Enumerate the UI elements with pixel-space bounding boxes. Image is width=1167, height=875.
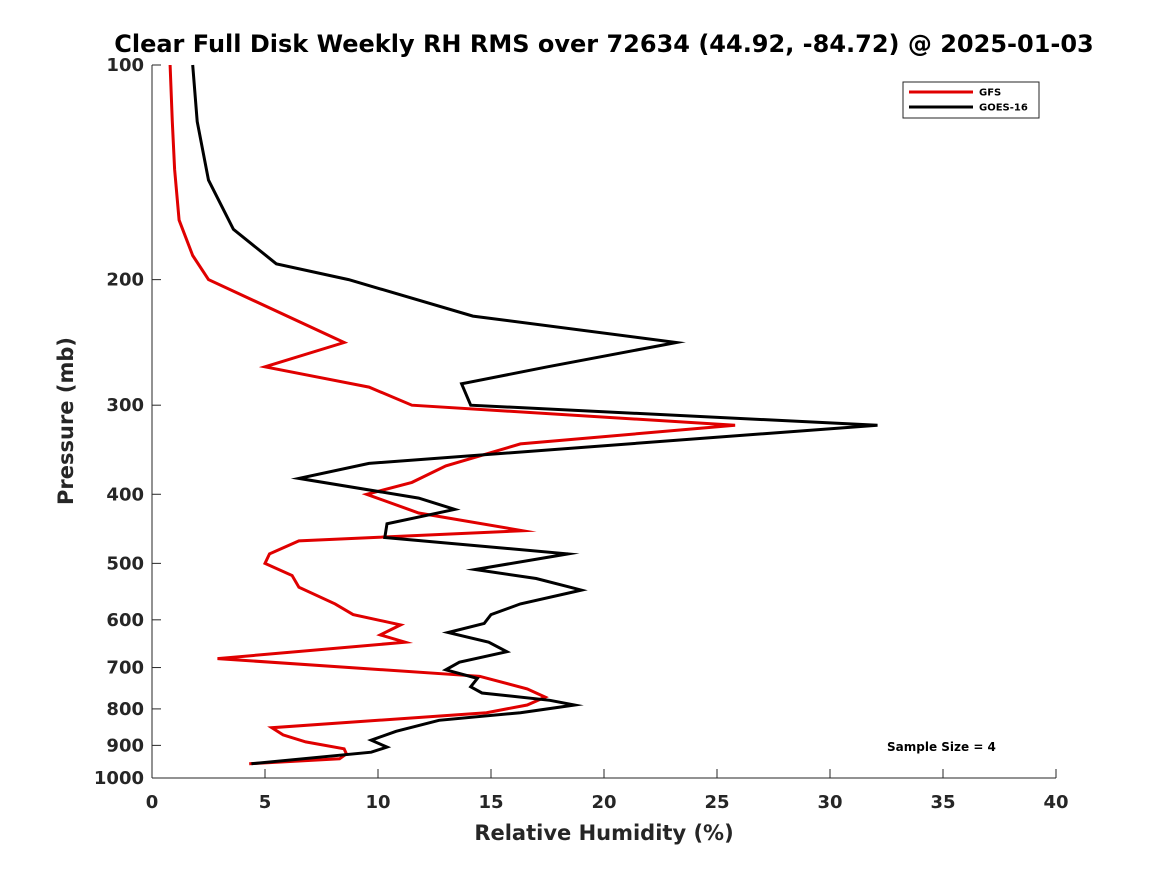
y-axis: 100 200 300 400 500 600 700 800 900 1000 [94,55,161,789]
y-tick-label: 700 [106,658,144,679]
x-tick-label: 20 [591,792,616,813]
y-tick-label: 400 [106,484,144,505]
x-tick-label: 25 [704,792,729,813]
x-tick-label: 5 [259,792,272,813]
y-tick-label: 500 [106,553,144,574]
x-tick-label: 10 [365,792,390,813]
x-tick-label: 35 [930,792,955,813]
y-tick-label: 800 [106,699,144,720]
series-layer [168,64,878,766]
x-tick-label: 30 [817,792,842,813]
y-tick-label: 600 [106,610,144,631]
legend-entry: GFS [979,88,1001,99]
x-tick-label: 15 [478,792,503,813]
legend-box [902,81,1040,119]
y-tick-label: 300 [106,395,144,416]
chart-title: Clear Full Disk Weekly RH RMS over 72634… [114,30,1094,58]
y-tick-label: 1000 [94,768,144,789]
sample-size-annotation: Sample Size = 4 [887,740,996,754]
x-axis-label: Relative Humidity (%) [474,821,733,845]
y-tick-label: 100 [106,55,144,76]
plot-area [151,65,1056,779]
y-axis-label: Pressure (mb) [54,337,78,505]
series-line-gfs [168,64,736,766]
x-axis: 0 5 10 15 20 25 30 35 40 [146,769,1069,813]
y-tick-label: 200 [106,270,144,291]
x-tick-label: 40 [1043,792,1068,813]
series-line-goes-16 [191,64,878,766]
legend: GFS GOES-16 [902,81,1040,119]
x-tick-label: 0 [146,792,159,813]
y-tick-label: 900 [106,735,144,756]
legend-entry: GOES-16 [979,103,1028,114]
